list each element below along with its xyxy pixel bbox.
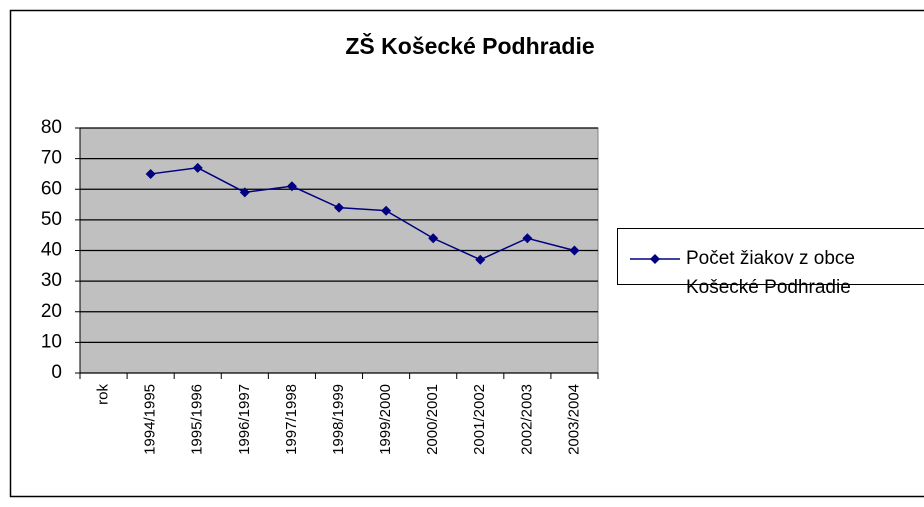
y-tick-label: 60 — [41, 178, 62, 199]
legend-marker — [650, 254, 660, 264]
x-tick-label: 2001/2002 — [471, 384, 488, 455]
marker — [239, 187, 250, 198]
chart-title: ZŠ Košecké Podhradie — [345, 32, 594, 59]
y-tick-label: 70 — [41, 148, 62, 169]
y-tick-label: 40 — [41, 240, 62, 261]
marker — [381, 205, 392, 216]
marker — [428, 233, 439, 244]
y-tick-label: 80 — [41, 117, 62, 138]
legend-label: Počet žiakov z obce Košecké Podhradie — [686, 248, 855, 298]
x-tick-label: 2002/2003 — [518, 384, 535, 455]
marker — [569, 245, 580, 256]
y-tick-label: 10 — [41, 331, 62, 352]
x-tick-label: 1999/2000 — [377, 384, 394, 455]
marker — [286, 181, 297, 192]
y-tick-label: 30 — [41, 270, 62, 291]
marker — [145, 168, 156, 179]
marker — [334, 202, 344, 213]
x-tick-label: 1998/1999 — [330, 384, 347, 455]
legend-box — [617, 228, 924, 285]
marker — [522, 233, 533, 244]
y-tick-label: 50 — [41, 209, 62, 230]
x-tick-label: 2003/2004 — [565, 384, 582, 455]
x-tick-label: rok — [95, 384, 112, 405]
x-tick-label: 1997/1998 — [283, 384, 300, 455]
x-tick-label: 2000/2001 — [424, 384, 441, 455]
marker — [192, 162, 203, 173]
x-tick-label: 1995/1996 — [189, 384, 206, 455]
x-tick-label: 1994/1995 — [142, 384, 159, 455]
marker — [475, 254, 486, 265]
y-tick-label: 20 — [41, 301, 62, 322]
y-tick-label: 0 — [51, 362, 62, 383]
x-tick-label: 1996/1997 — [236, 384, 253, 455]
series-line — [150, 167, 575, 261]
